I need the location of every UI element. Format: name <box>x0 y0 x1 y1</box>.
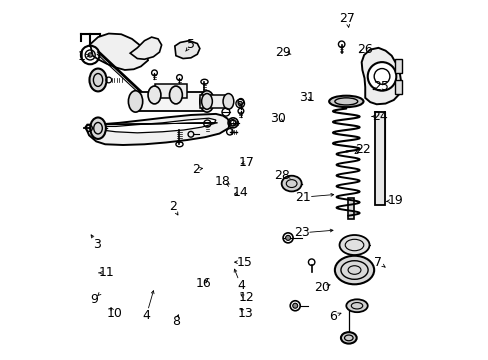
Text: 4: 4 <box>237 279 244 292</box>
Polygon shape <box>90 33 148 70</box>
Circle shape <box>367 62 395 91</box>
Ellipse shape <box>169 86 182 104</box>
Text: 30: 30 <box>270 112 286 125</box>
Bar <box>374 112 385 205</box>
Text: 8: 8 <box>172 315 180 328</box>
Ellipse shape <box>340 332 356 343</box>
Ellipse shape <box>223 94 233 109</box>
Text: 17: 17 <box>238 156 254 168</box>
Text: 7: 7 <box>374 256 382 269</box>
Ellipse shape <box>128 91 142 112</box>
Text: 5: 5 <box>186 39 195 51</box>
Bar <box>394 59 401 73</box>
Polygon shape <box>175 41 200 59</box>
Text: 12: 12 <box>238 291 254 305</box>
Ellipse shape <box>334 256 373 284</box>
Ellipse shape <box>200 91 214 112</box>
Bar <box>200 95 228 108</box>
Text: 1: 1 <box>78 50 86 63</box>
Circle shape <box>292 303 297 308</box>
Text: 31: 31 <box>299 91 315 104</box>
Ellipse shape <box>201 94 212 109</box>
Circle shape <box>238 102 242 106</box>
Bar <box>394 80 401 94</box>
Circle shape <box>285 235 290 240</box>
Text: 11: 11 <box>99 266 115 279</box>
Text: 9: 9 <box>90 293 98 306</box>
Ellipse shape <box>89 68 106 91</box>
Text: 23: 23 <box>293 226 309 239</box>
Text: 16: 16 <box>195 277 211 290</box>
Ellipse shape <box>346 299 367 312</box>
Text: 28: 28 <box>273 169 289 182</box>
Ellipse shape <box>281 176 301 192</box>
Text: 19: 19 <box>386 194 402 207</box>
Bar <box>347 198 353 219</box>
Text: 22: 22 <box>354 143 370 156</box>
Bar <box>135 91 206 111</box>
Text: 24: 24 <box>371 110 387 123</box>
Text: 2: 2 <box>192 163 200 176</box>
Circle shape <box>88 53 92 57</box>
Ellipse shape <box>148 86 161 104</box>
Text: 15: 15 <box>236 256 252 269</box>
Text: 20: 20 <box>314 282 329 294</box>
Text: 26: 26 <box>357 43 372 56</box>
Text: 21: 21 <box>295 191 311 204</box>
Polygon shape <box>361 48 401 104</box>
Text: 29: 29 <box>275 46 290 59</box>
Polygon shape <box>102 118 216 133</box>
Ellipse shape <box>339 235 369 255</box>
Text: 6: 6 <box>328 310 336 323</box>
Text: 10: 10 <box>106 307 122 320</box>
Text: 13: 13 <box>237 307 253 320</box>
Text: 18: 18 <box>214 175 230 188</box>
Polygon shape <box>130 37 162 59</box>
Text: 3: 3 <box>93 238 101 251</box>
Text: 27: 27 <box>339 12 355 25</box>
Ellipse shape <box>90 117 106 139</box>
Text: 4: 4 <box>142 309 150 322</box>
Bar <box>155 84 187 98</box>
Text: 14: 14 <box>232 186 247 199</box>
Polygon shape <box>85 114 230 145</box>
Text: 25: 25 <box>372 80 388 93</box>
Text: 2: 2 <box>169 200 177 213</box>
Ellipse shape <box>328 96 363 107</box>
